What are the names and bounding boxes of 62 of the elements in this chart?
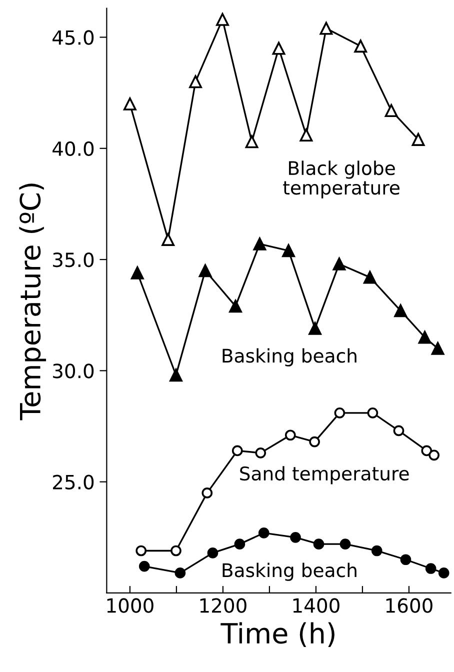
series-label: Basking beach: [222, 348, 356, 366]
point: [272, 42, 286, 55]
point: [438, 568, 450, 578]
point: [394, 304, 408, 318]
point: [428, 450, 440, 461]
y-tick-label: 30.0: [53, 364, 94, 378]
point: [300, 128, 313, 142]
point: [371, 545, 382, 556]
series-label: Sand temperature: [240, 466, 409, 484]
point: [123, 97, 136, 110]
y-tick-label: 25.0: [53, 474, 94, 490]
point: [313, 538, 324, 550]
point: [198, 264, 212, 278]
x-tick-label: 1600: [386, 598, 432, 613]
point: [309, 436, 320, 448]
point: [340, 538, 351, 550]
point: [253, 238, 266, 250]
x-tick-label: 1200: [200, 598, 246, 613]
x-axis-title: Time (h): [220, 622, 334, 647]
point: [229, 300, 242, 313]
point: [216, 12, 229, 26]
y-tick-label: 40.0: [52, 141, 94, 156]
point: [418, 330, 432, 344]
point: [245, 135, 258, 148]
point: [308, 322, 322, 335]
point: [384, 104, 398, 118]
point: [170, 368, 182, 382]
point: [207, 548, 218, 558]
point: [363, 270, 376, 284]
y-tick-label: 35.0: [53, 252, 94, 268]
point: [138, 560, 150, 572]
point: [290, 532, 301, 543]
point: [431, 342, 444, 355]
series-label: Basking beach: [222, 562, 356, 581]
point: [189, 75, 202, 88]
point: [174, 568, 186, 578]
point: [332, 258, 346, 270]
point: [354, 40, 368, 53]
point: [170, 545, 182, 556]
point: [421, 445, 432, 456]
point: [162, 233, 175, 246]
y-tick-label: 45.0: [52, 30, 94, 45]
point: [255, 448, 266, 458]
point: [425, 563, 436, 574]
point: [400, 554, 412, 566]
point: [320, 22, 333, 35]
point: [393, 425, 404, 436]
point: [258, 528, 270, 538]
point: [284, 430, 296, 441]
point: [412, 133, 425, 146]
point: [282, 244, 295, 258]
x-tick-label: 1000: [107, 598, 154, 613]
series-label: Black globe temperature: [283, 160, 400, 198]
y-axis-title: Temperature (ºC): [19, 184, 46, 420]
point: [232, 445, 243, 456]
point: [202, 488, 213, 498]
point: [130, 266, 144, 280]
x-tick-label: 1400: [293, 598, 340, 613]
point: [334, 407, 346, 418]
point: [367, 407, 378, 418]
point: [234, 538, 246, 550]
point: [136, 545, 147, 556]
